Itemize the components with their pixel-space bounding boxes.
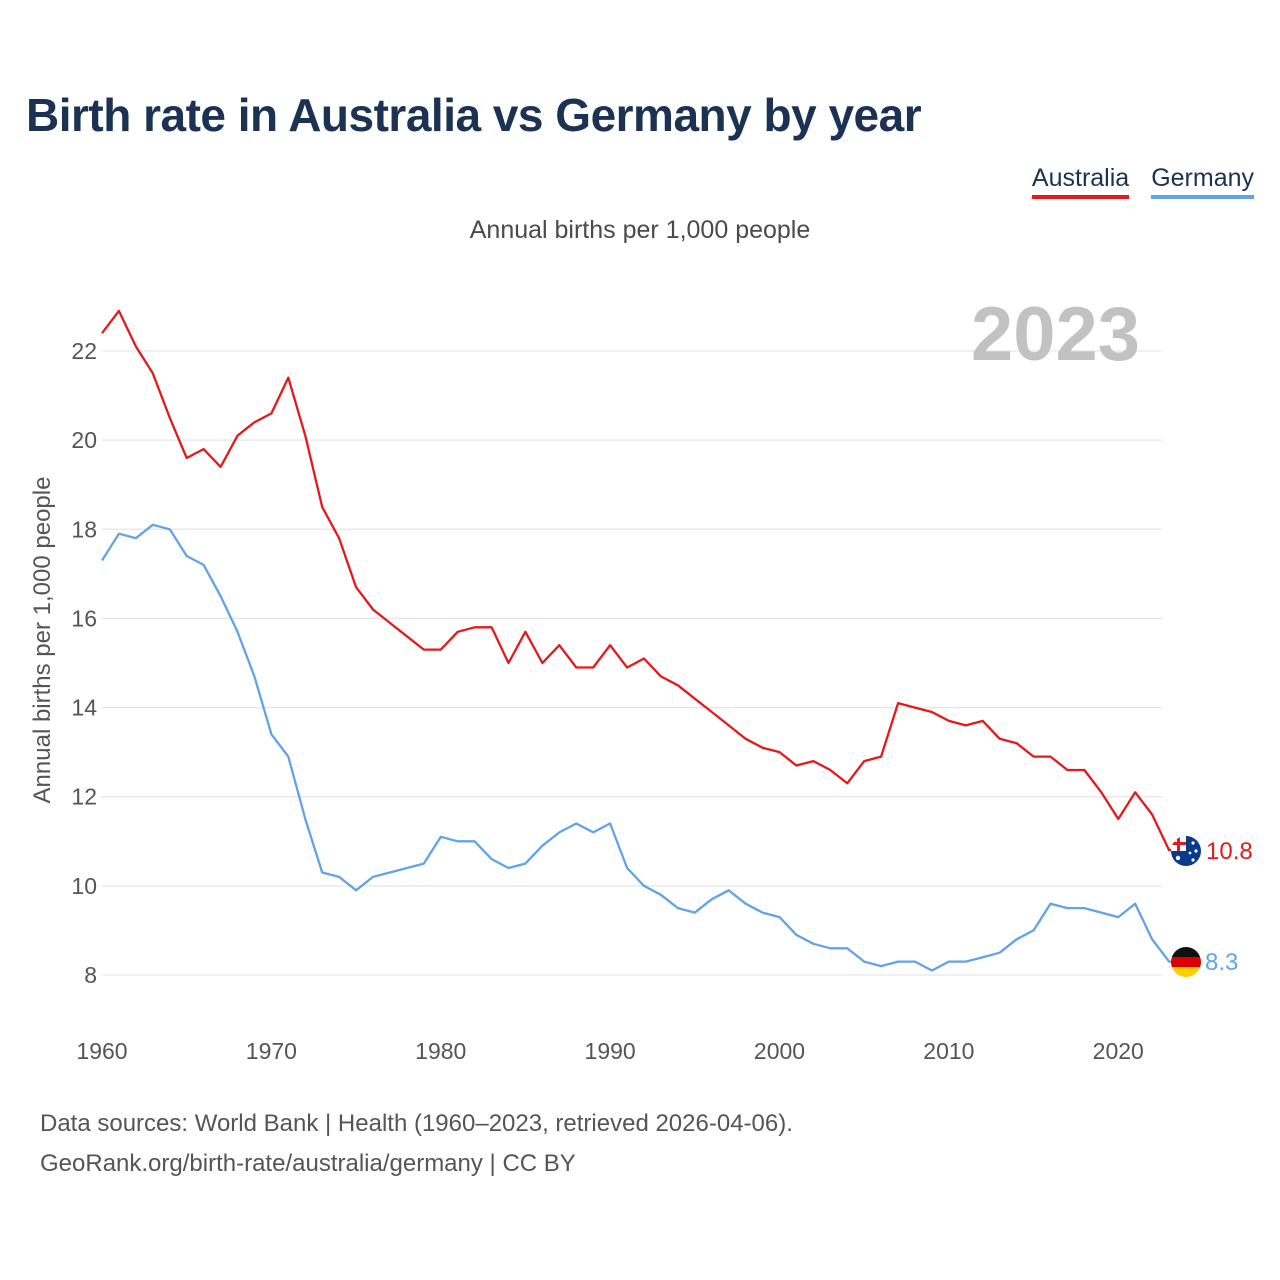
y-tick-label: 12 xyxy=(71,784,97,810)
series-line-germany[interactable] xyxy=(101,523,1180,972)
x-tick-label: 2000 xyxy=(754,1038,805,1064)
australia-flag xyxy=(1171,836,1201,866)
legend-item-germany[interactable]: Germany xyxy=(1151,164,1254,199)
chart-title: Birth rate in Australia vs Germany by ye… xyxy=(26,89,922,141)
y-tick-label: 8 xyxy=(84,962,97,988)
data-sources: Data sources: World Bank | Health (1960–… xyxy=(40,1110,793,1137)
legend-item-australia[interactable]: Australia xyxy=(1031,164,1130,199)
y-tick-label: 18 xyxy=(71,516,97,542)
germany-flag xyxy=(1171,947,1201,977)
x-tick-label: 1970 xyxy=(246,1038,297,1064)
x-tick-label: 1990 xyxy=(585,1038,636,1064)
germany-end-label: 8.3 xyxy=(1205,949,1238,976)
series-line-australia[interactable] xyxy=(101,309,1180,852)
legend: Australia Germany xyxy=(1031,164,1254,199)
x-tick-label: 1980 xyxy=(415,1038,466,1064)
credit-link[interactable]: GeoRank.org/birth-rate/australia/germany… xyxy=(40,1150,576,1177)
y-axis-ticks: 8 10 12 14 16 18 20 22 xyxy=(71,338,97,988)
x-tick-label: 2020 xyxy=(1093,1038,1144,1064)
y-tick-label: 16 xyxy=(71,605,97,631)
y-tick-label: 10 xyxy=(71,873,97,899)
y-tick-label: 20 xyxy=(71,427,97,453)
y-axis-label: Annual births per 1,000 people xyxy=(29,477,56,804)
year-watermark: 2023 xyxy=(971,292,1140,377)
australia-end-label: 10.8 xyxy=(1206,838,1253,865)
line-chart: 8 10 12 14 16 18 20 22 1960 1970 1980 1990 2000 2010… xyxy=(29,292,1253,1064)
x-tick-label: 2010 xyxy=(923,1038,974,1064)
x-tick-label: 1960 xyxy=(76,1038,127,1064)
x-axis-ticks: 1960 1970 1980 1990 2000 2010 2020 xyxy=(76,1038,1143,1064)
y-tick-label: 22 xyxy=(71,338,97,364)
gridlines xyxy=(102,350,1162,976)
series-lines xyxy=(101,309,1180,972)
chart-subtitle: Annual births per 1,000 people xyxy=(469,216,811,244)
y-tick-label: 14 xyxy=(71,695,97,721)
footer: Data sources: World Bank | Health (1960–… xyxy=(40,1104,793,1184)
